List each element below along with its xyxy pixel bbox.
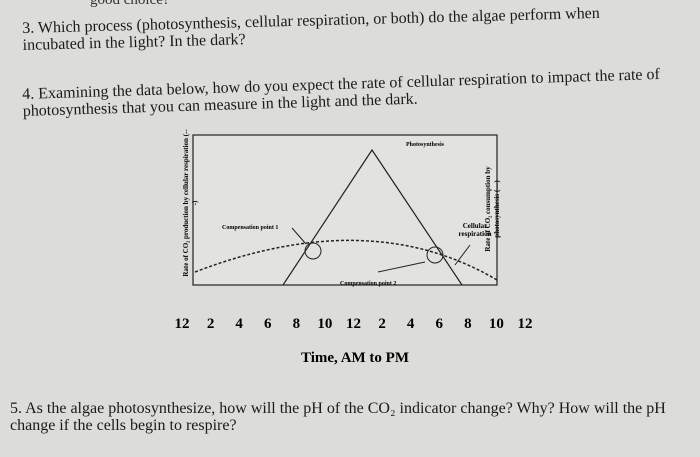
y-right-box: Rate of CO₂ consumption by photosynthesi…	[484, 166, 501, 252]
y-right-label: Rate of CO₂ consumption by photosynthesi…	[484, 166, 501, 252]
x-tick-label: 12	[175, 316, 190, 332]
photosynthesis-curve	[282, 148, 463, 286]
pointer	[377, 261, 426, 273]
pointer	[291, 227, 307, 245]
compensation-1-label: Compensation point 1	[222, 225, 278, 231]
photosynthesis-label: Photosynthesis	[406, 142, 445, 148]
compensation-circle	[426, 246, 444, 264]
compensation-2-label: Compensation point 2	[340, 281, 396, 287]
compensation-circle	[304, 242, 322, 260]
respiration-label-box: Cellular respiration	[458, 222, 492, 238]
x-label: Time, AM to PM	[301, 350, 409, 366]
x-ticks: 12 2 4 6 8 10 12 2 4 6 8 10 12	[175, 316, 533, 332]
y-left-box: Rate of CO₂ production by cellular respi…	[182, 129, 199, 277]
x-tick-label: 4	[407, 316, 415, 332]
y-left-label: Rate of CO₂ production by cellular respi…	[182, 129, 199, 277]
question-5: 5. As the algae photosynthesize, how wil…	[10, 400, 666, 434]
x-tick-label: 2	[207, 316, 215, 332]
x-tick-label: 4	[235, 316, 243, 332]
x-tick-label: 10	[489, 316, 504, 332]
x-tick-label: 6	[264, 316, 272, 332]
x-tick-label: 12	[518, 316, 533, 332]
respiration-label: Cellular respiration	[458, 222, 492, 238]
header-fragment: good choice?	[90, 0, 170, 8]
respiration-curve	[194, 239, 498, 281]
x-tick-label: 2	[378, 316, 386, 332]
x-tick-label: 8	[293, 316, 301, 332]
x-tick-label: 12	[346, 316, 361, 332]
plot-box	[192, 134, 498, 286]
x-tick-label: 8	[464, 316, 472, 332]
x-tick-label: 10	[317, 316, 332, 332]
x-tick-label: 6	[436, 316, 444, 332]
pointer	[454, 244, 471, 266]
